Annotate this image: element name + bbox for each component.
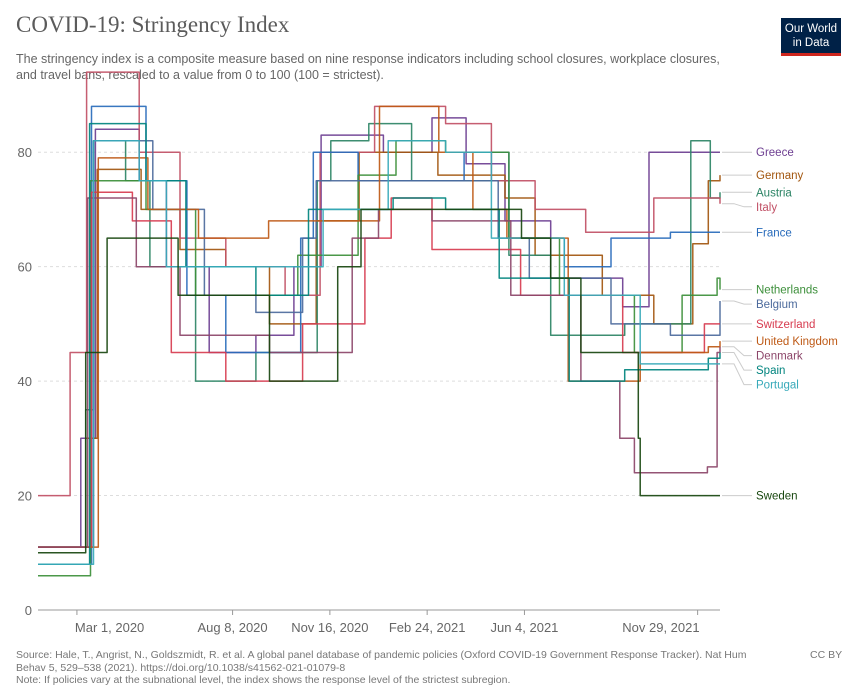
- x-tick-label: Feb 24, 2021: [389, 620, 466, 635]
- x-tick-label: Nov 16, 2020: [291, 620, 368, 635]
- legend-label-spain[interactable]: Spain: [756, 365, 785, 377]
- y-tick-label: 80: [18, 145, 32, 160]
- legend-connector: [722, 346, 752, 357]
- legend-connector: [722, 363, 752, 386]
- legend-label-sweden[interactable]: Sweden: [756, 491, 798, 503]
- legend-connector: [722, 203, 752, 208]
- legend-label-france[interactable]: France: [756, 227, 792, 239]
- x-tick-label: Aug 8, 2020: [198, 620, 268, 635]
- owid-logo[interactable]: Our World in Data: [781, 18, 841, 56]
- y-tick-label: 0: [25, 603, 32, 618]
- y-tick-label: 40: [18, 374, 32, 389]
- x-tick-label: Jun 4, 2021: [490, 620, 558, 635]
- legend-connector: [722, 300, 752, 305]
- legend-label-germany[interactable]: Germany: [756, 170, 804, 182]
- legend-label-portugal[interactable]: Portugal: [756, 380, 799, 392]
- source-note: Source: Hale, T., Angrist, N., Goldszmid…: [16, 649, 747, 674]
- license-link[interactable]: CC BY: [810, 649, 843, 661]
- policy-note: Note: If policies vary at the subnationa…: [16, 674, 511, 686]
- legend-label-netherlands[interactable]: Netherlands: [756, 285, 818, 297]
- y-tick-label: 20: [18, 489, 32, 504]
- series-line-united-kingdom[interactable]: [38, 105, 721, 548]
- legend-label-austria[interactable]: Austria: [756, 187, 792, 199]
- x-axis: Mar 1, 2020 Aug 8, 2020 Nov 16, 2020 Feb 24…: [38, 609, 720, 635]
- y-axis-ticks: 0 20 40 60 80: [18, 145, 32, 618]
- x-tick-label: Mar 1, 2020: [75, 620, 144, 635]
- logo-line-2: in Data: [792, 37, 830, 49]
- legend-label-switzerland[interactable]: Switzerland: [756, 319, 815, 331]
- legend-connector: [722, 352, 752, 371]
- legend-label-belgium[interactable]: Belgium: [756, 299, 798, 311]
- series-line-sweden[interactable]: [38, 208, 720, 554]
- legend-label-denmark[interactable]: Denmark: [756, 351, 803, 363]
- series-lines[interactable]: [38, 71, 721, 577]
- legend-label-italy[interactable]: Italy: [756, 202, 777, 214]
- x-tick-label: Nov 29, 2021: [622, 620, 699, 635]
- stringency-line-chart[interactable]: 0 20 40 60 80 Mar 1, 2020 Aug 8, 2020 Nov 16, …: [0, 0, 854, 640]
- series-line-denmark[interactable]: [38, 197, 721, 548]
- legend-label-united-kingdom[interactable]: United Kingdom: [756, 336, 838, 348]
- legend-label-greece[interactable]: Greece: [756, 147, 794, 159]
- logo-line-1: Our World: [784, 23, 838, 35]
- chart-title: COVID-19: Stringency Index: [16, 12, 290, 37]
- end-legend[interactable]: Greece Germany Austria Italy France Netherlan…: [722, 147, 838, 503]
- chart-footer: Source: Hale, T., Angrist, N., Goldszmid…: [16, 649, 776, 687]
- y-tick-label: 60: [18, 260, 32, 275]
- series-line-switzerland[interactable]: [38, 191, 720, 548]
